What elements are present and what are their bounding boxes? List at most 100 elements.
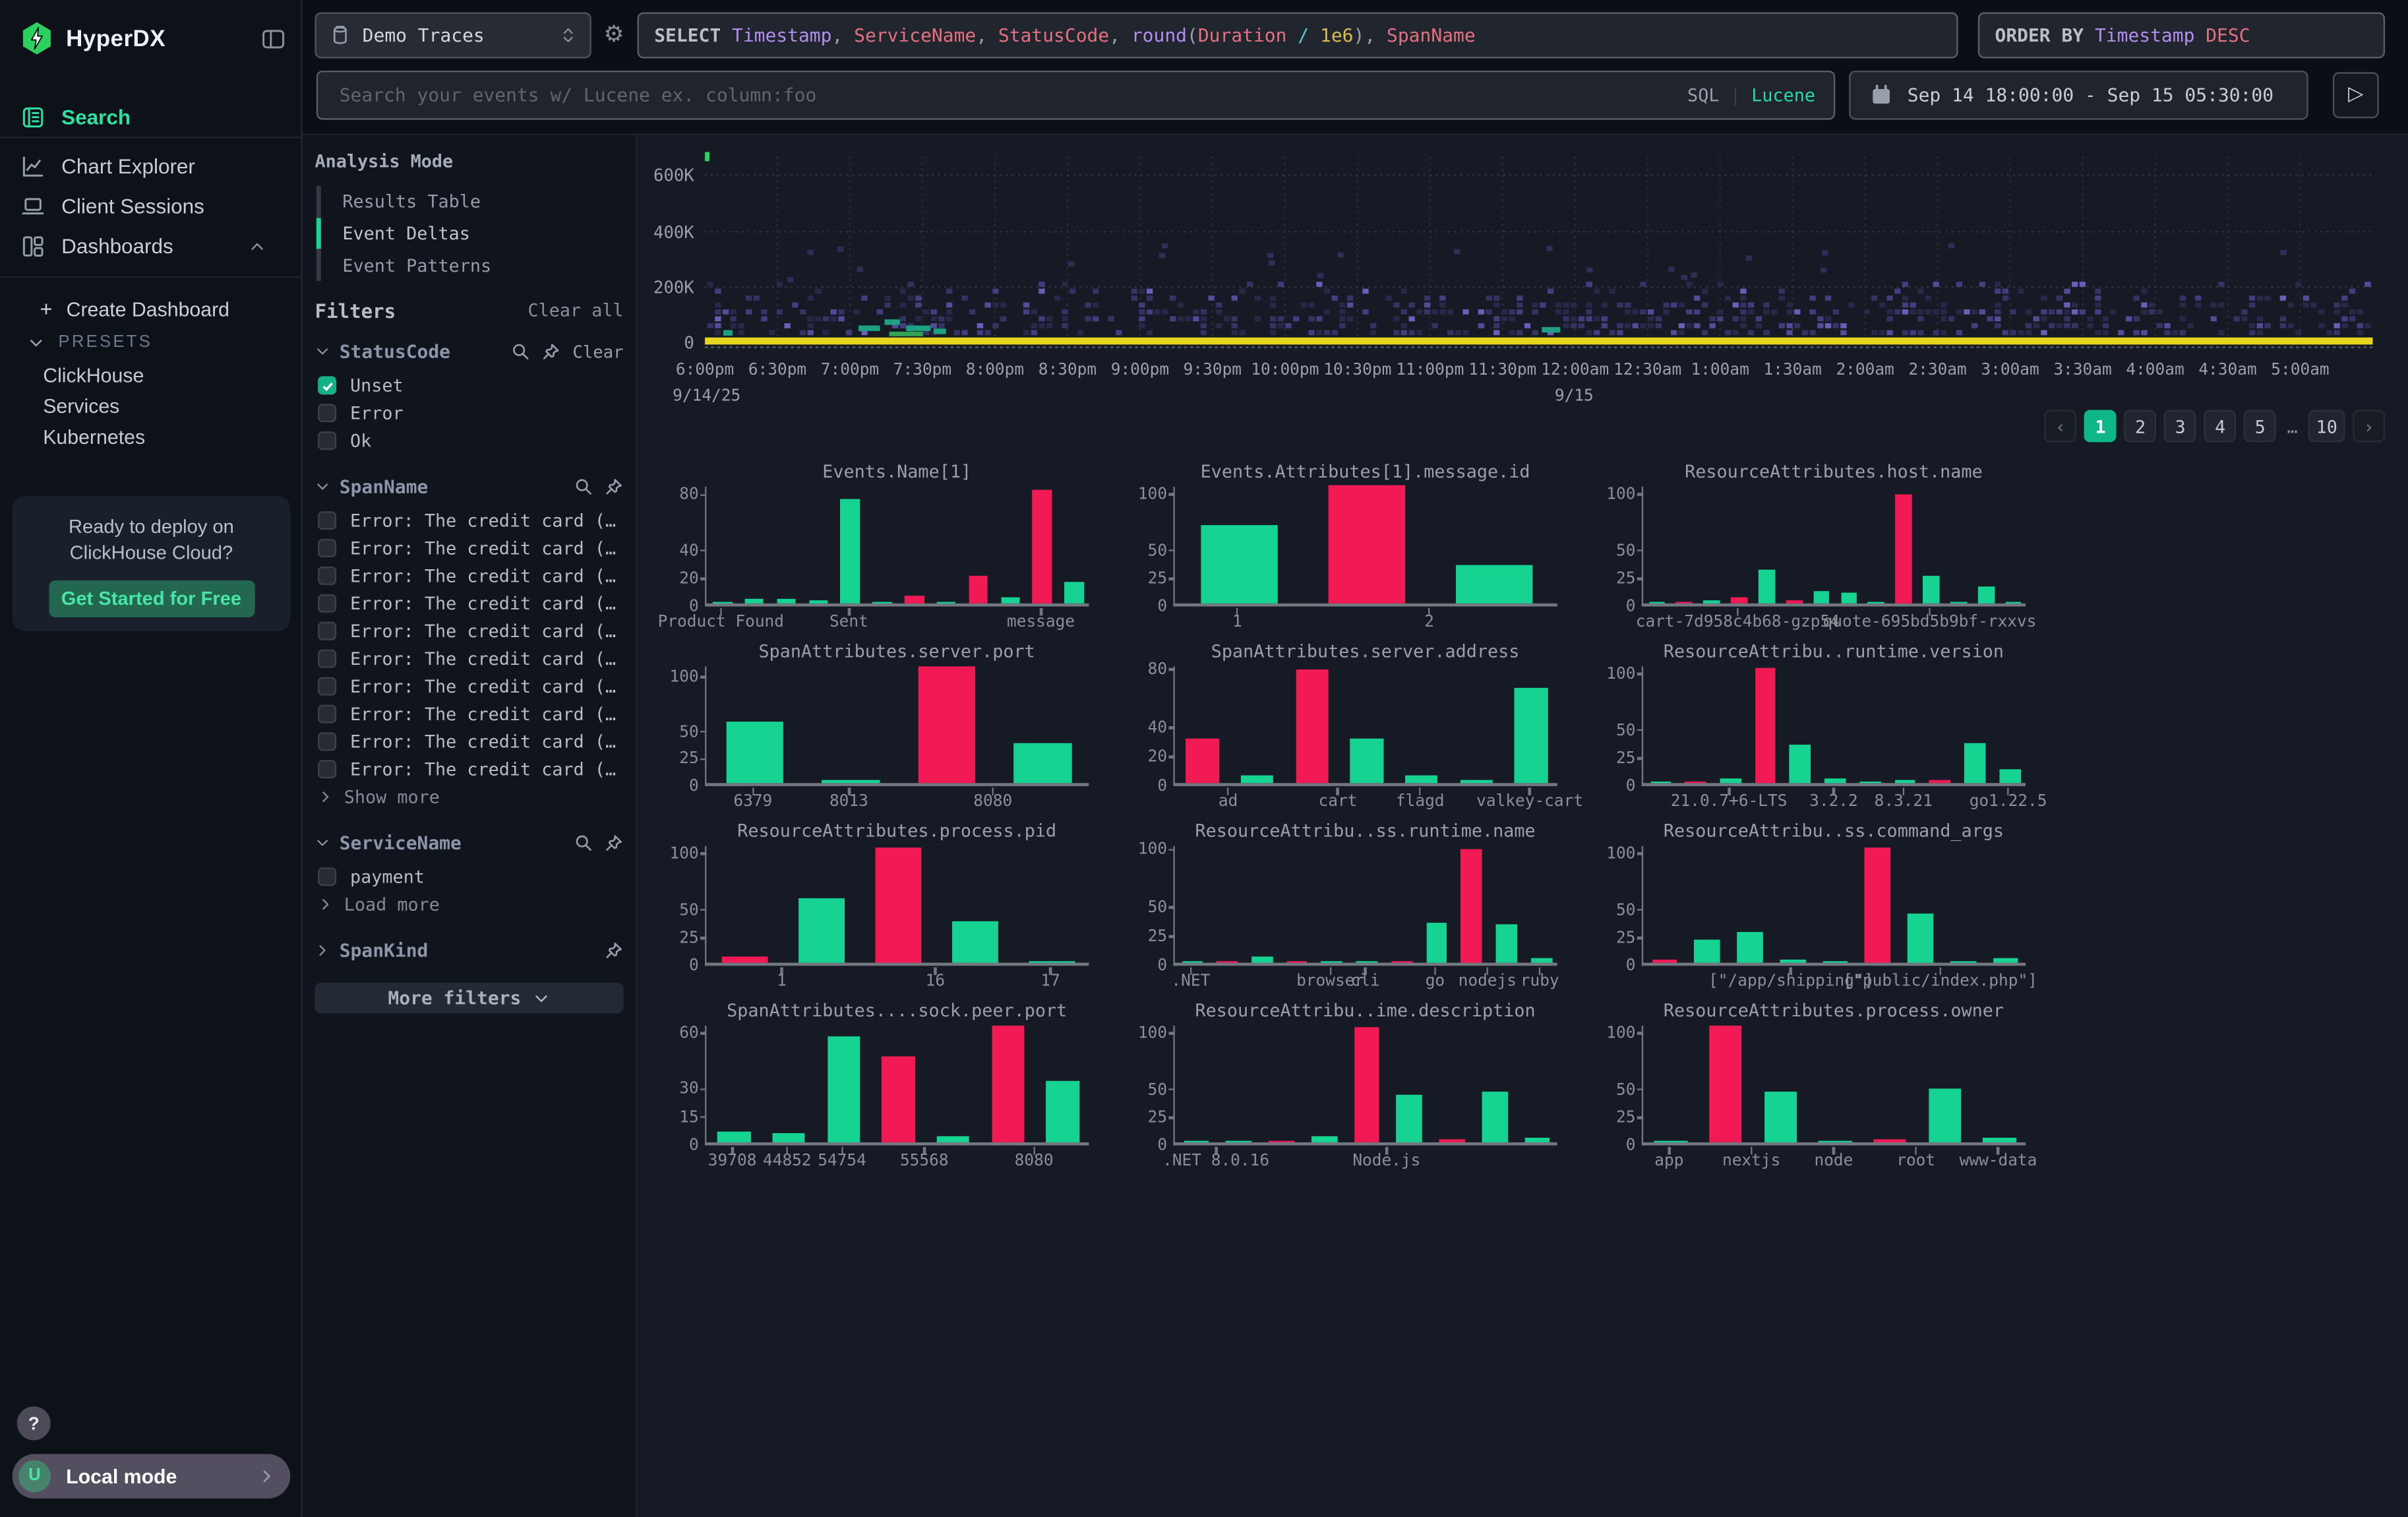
checkbox-checked[interactable]: [318, 376, 337, 395]
load-more-button[interactable]: Load more: [315, 890, 623, 918]
checkbox-unchecked[interactable]: [318, 649, 337, 668]
analysis-mode-results-table[interactable]: Results Table: [342, 189, 481, 212]
filter-option[interactable]: Ok: [315, 427, 623, 454]
search-icon[interactable]: [511, 342, 529, 361]
bar-ok: [1993, 958, 2019, 963]
pagination-page-4[interactable]: 4: [2204, 410, 2237, 443]
filter-option[interactable]: Error: The credit card (…: [315, 645, 623, 673]
search-icon[interactable]: [574, 478, 593, 496]
analysis-mode-event-patterns[interactable]: Event Patterns: [342, 254, 492, 276]
filter-option[interactable]: Error: The credit card (…: [315, 673, 623, 700]
checkbox-unchecked[interactable]: [318, 867, 337, 886]
mini-chart-title: SpanAttributes....sock.peer.port: [727, 999, 1068, 1022]
checkbox-unchecked[interactable]: [318, 404, 337, 423]
pagination-page-2[interactable]: 2: [2124, 410, 2157, 443]
pin-icon[interactable]: [605, 834, 624, 852]
pin-icon[interactable]: [605, 941, 624, 960]
order-by-input[interactable]: ORDER BY Timestamp DESC: [1977, 12, 2386, 59]
bar-slot: [1395, 664, 1449, 784]
checkbox-unchecked[interactable]: [318, 594, 337, 613]
x-tick-label: quote-695bd5b9bf-rxxvs: [1822, 612, 2037, 631]
sidebar-item-chart-explorer[interactable]: Chart Explorer: [0, 146, 301, 186]
search-input[interactable]: [336, 82, 1688, 108]
filter-option[interactable]: Unset: [315, 371, 623, 399]
filter-option[interactable]: Error: The credit card (…: [315, 700, 623, 728]
checkbox-unchecked[interactable]: [318, 760, 337, 779]
sidebar-item-search[interactable]: Search: [0, 97, 301, 139]
filter-group-header[interactable]: StatusCode Clear: [315, 338, 624, 365]
more-filters-button[interactable]: More filters: [315, 982, 624, 1014]
sql-select-input[interactable]: SELECT Timestamp, ServiceName, StatusCod…: [637, 12, 1958, 59]
pagination-page-5[interactable]: 5: [2244, 410, 2277, 443]
user-menu[interactable]: U Local mode: [12, 1454, 291, 1499]
filter-option[interactable]: Error: The credit card (…: [315, 534, 623, 562]
run-query-button[interactable]: ▷: [2332, 72, 2379, 119]
bar-error: [1328, 485, 1406, 604]
checkbox-unchecked[interactable]: [318, 621, 337, 640]
filter-group-header[interactable]: SpanKind: [315, 937, 623, 964]
filter-option[interactable]: Error: The credit card (…: [315, 617, 623, 645]
checkbox-unchecked[interactable]: [318, 677, 337, 696]
lucene-mode-toggle[interactable]: Lucene: [1751, 84, 1815, 106]
checkbox-unchecked[interactable]: [318, 704, 337, 724]
filter-option[interactable]: Error: The credit card (…: [315, 562, 623, 590]
filter-option[interactable]: Error: The credit card (…: [315, 507, 623, 534]
x-tick-mark: [934, 967, 937, 975]
pin-icon[interactable]: [542, 342, 560, 361]
get-started-button[interactable]: Get Started for Free: [48, 580, 255, 617]
filter-option[interactable]: payment: [315, 863, 623, 890]
create-dashboard-button[interactable]: + Create Dashboard: [40, 294, 229, 325]
data-source-select[interactable]: Demo Traces: [315, 12, 591, 59]
filter-option[interactable]: Error: The credit card (…: [315, 590, 623, 617]
preset-item-services[interactable]: Services: [43, 394, 120, 418]
bar-ok: [1654, 1140, 1687, 1142]
pagination-page-3[interactable]: 3: [2164, 410, 2197, 443]
bar-slot: [1026, 483, 1058, 604]
filter-clear-button[interactable]: Clear: [572, 341, 624, 362]
duration-heatmap-chart[interactable]: [705, 152, 2373, 348]
collapse-sidebar-icon[interactable]: [261, 27, 286, 50]
mini-chart-plot: [705, 846, 1089, 966]
filter-option[interactable]: Error: The credit card (…: [315, 755, 623, 783]
clear-all-button[interactable]: Clear all: [527, 299, 624, 321]
preset-item-kubernetes[interactable]: Kubernetes: [43, 424, 146, 448]
y-tick-label: 25: [1147, 1108, 1168, 1127]
time-range-picker[interactable]: Sep 14 18:00:00 - Sep 15 05:30:00: [1849, 71, 2308, 120]
pagination-page-10[interactable]: 10: [2308, 410, 2345, 443]
y-tick-mark: [700, 937, 707, 939]
sidebar-item-client-sessions[interactable]: Client Sessions: [0, 186, 301, 226]
filter-group-header[interactable]: ServiceName: [315, 829, 623, 857]
pagination-page-1[interactable]: 1: [2084, 410, 2117, 443]
show-more-button[interactable]: Show more: [315, 783, 623, 811]
pagination-prev-button[interactable]: ‹: [2044, 410, 2077, 443]
filter-group-header[interactable]: SpanName: [315, 473, 623, 501]
pagination-next-button[interactable]: ›: [2353, 410, 2386, 443]
filter-option[interactable]: Error: [315, 399, 623, 427]
bar-slot: [1753, 483, 1781, 604]
bar-slot: [1036, 1022, 1091, 1142]
gear-icon[interactable]: ⚙: [603, 20, 624, 48]
help-button[interactable]: ?: [16, 1406, 51, 1440]
pin-icon[interactable]: [605, 478, 624, 496]
checkbox-unchecked[interactable]: [318, 566, 337, 585]
sql-mode-toggle[interactable]: SQL: [1687, 84, 1720, 106]
y-tick-label: 40: [1147, 718, 1168, 737]
filter-option[interactable]: Error: The credit card (…: [315, 728, 623, 755]
checkbox-unchecked[interactable]: [318, 732, 337, 751]
sidebar-item-dashboards[interactable]: Dashboards: [0, 226, 301, 266]
x-tick-mark: [1538, 967, 1541, 975]
checkbox-unchecked[interactable]: [318, 511, 337, 530]
x-tick-label: message: [1006, 612, 1075, 631]
checkbox-unchecked[interactable]: [318, 431, 337, 450]
chevron-up-icon[interactable]: [249, 237, 266, 255]
preset-item-clickhouse[interactable]: ClickHouse: [43, 363, 144, 387]
x-tick-label: 16: [925, 972, 946, 991]
analysis-mode-event-deltas[interactable]: Event Deltas: [342, 222, 470, 243]
y-tick-label: 25: [1616, 749, 1636, 768]
y-tick-label: 80: [1147, 660, 1168, 679]
bar-slot: [1303, 483, 1431, 604]
pag-ellipsis: …: [2287, 415, 2298, 437]
checkbox-unchecked[interactable]: [318, 539, 337, 558]
search-icon[interactable]: [574, 834, 593, 852]
presets-toggle[interactable]: PRESETS: [28, 328, 152, 356]
